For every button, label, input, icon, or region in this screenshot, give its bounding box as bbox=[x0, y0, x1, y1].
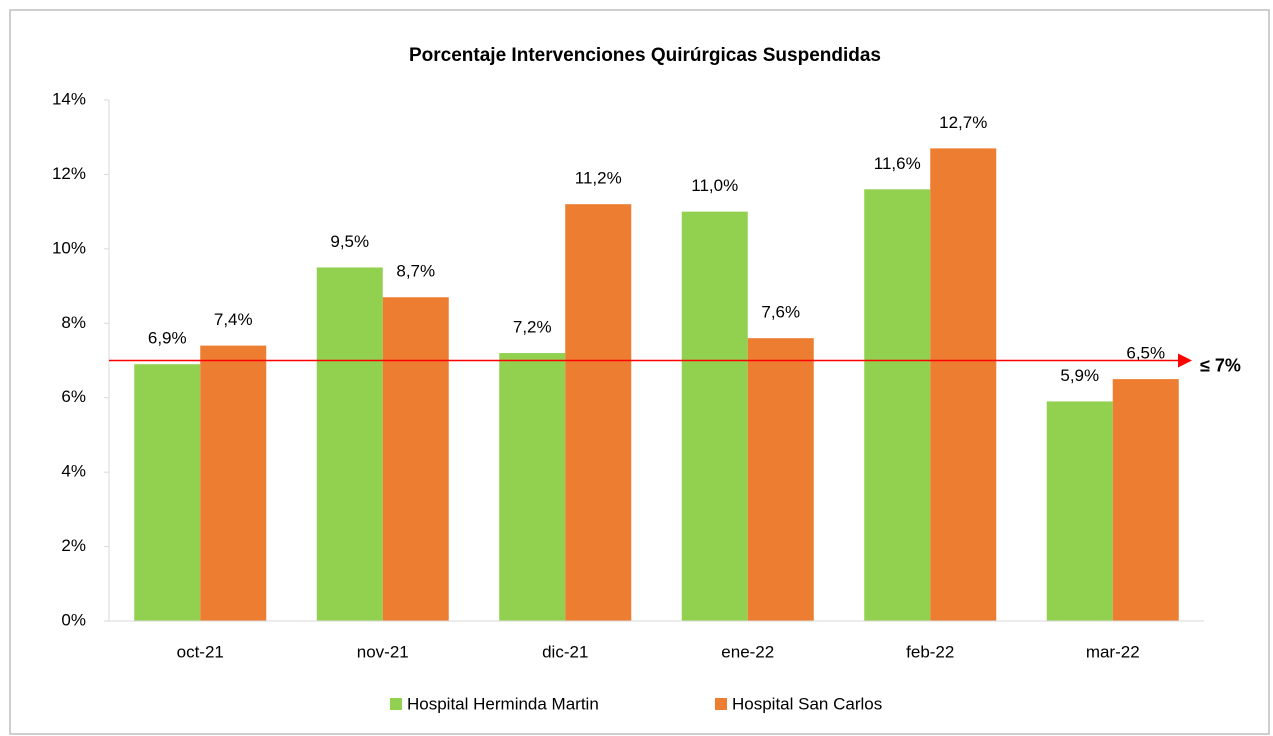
x-tick-label: ene-22 bbox=[721, 642, 774, 661]
y-tick-label: 6% bbox=[61, 387, 86, 406]
y-tick-label: 10% bbox=[52, 238, 86, 257]
value-label: 11,2% bbox=[575, 169, 622, 188]
bar bbox=[747, 338, 814, 621]
bar bbox=[1046, 401, 1113, 621]
y-tick-label: 12% bbox=[52, 164, 86, 183]
value-label: 11,6% bbox=[874, 154, 921, 173]
y-tick-label: 4% bbox=[61, 462, 86, 481]
y-tick-label: 2% bbox=[61, 536, 86, 555]
y-tick-label: 8% bbox=[61, 313, 86, 332]
legend-label: Hospital San Carlos bbox=[732, 694, 882, 713]
value-label: 12,7% bbox=[939, 113, 987, 132]
bar bbox=[382, 297, 449, 621]
x-tick-label: nov-21 bbox=[357, 642, 409, 661]
reference-label: ≤ 7% bbox=[1200, 355, 1241, 375]
x-tick-label: oct-21 bbox=[177, 642, 224, 661]
bar bbox=[134, 364, 201, 621]
bar bbox=[681, 211, 748, 621]
x-tick-label: dic-21 bbox=[542, 642, 588, 661]
x-tick-label: mar-22 bbox=[1086, 642, 1140, 661]
y-tick-label: 14% bbox=[52, 89, 86, 108]
bar bbox=[930, 148, 997, 621]
value-label: 11,0% bbox=[691, 176, 738, 195]
x-tick-label: feb-22 bbox=[906, 642, 954, 661]
y-tick-label: 0% bbox=[61, 610, 86, 629]
legend-swatch bbox=[390, 698, 402, 710]
value-label: 6,5% bbox=[1126, 344, 1165, 363]
chart-title: Porcentaje Intervenciones Quirúrgicas Su… bbox=[409, 45, 881, 66]
bar bbox=[200, 345, 267, 621]
legend-swatch bbox=[715, 698, 727, 710]
value-label: 7,4% bbox=[214, 310, 253, 329]
value-label: 6,9% bbox=[148, 329, 187, 348]
bar bbox=[316, 267, 383, 621]
value-label: 9,5% bbox=[330, 232, 369, 251]
value-label: 7,2% bbox=[513, 318, 552, 337]
bar bbox=[565, 204, 632, 621]
reference-arrow bbox=[1178, 353, 1192, 368]
bar bbox=[1112, 379, 1179, 621]
bar bbox=[499, 353, 566, 621]
legend-label: Hospital Herminda Martin bbox=[407, 694, 599, 713]
value-label: 7,6% bbox=[761, 303, 800, 322]
value-label: 8,7% bbox=[396, 262, 435, 281]
bar bbox=[864, 189, 931, 622]
value-label: 5,9% bbox=[1060, 366, 1099, 385]
